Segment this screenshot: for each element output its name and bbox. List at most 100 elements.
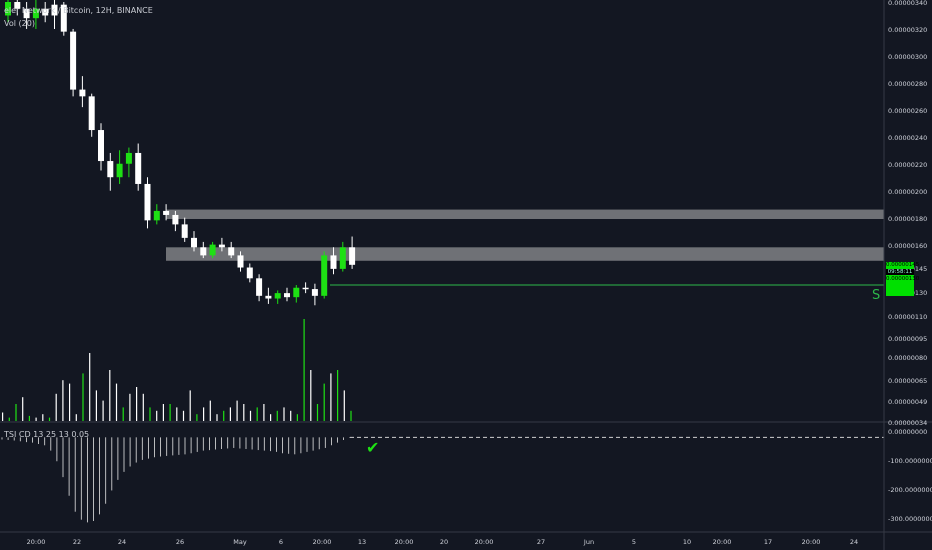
volume-bar bbox=[162, 404, 164, 421]
time-tick-label: 20:00 bbox=[713, 538, 732, 546]
candle-body bbox=[200, 247, 207, 256]
volume-tick-label: 0.00000080 bbox=[888, 354, 927, 362]
price-tick-label: 0.00000160 bbox=[888, 242, 927, 250]
time-tick-label: 26 bbox=[176, 538, 184, 546]
price-tick-label: 0.00000340 bbox=[888, 0, 927, 7]
volume-bar bbox=[263, 404, 265, 421]
price-tick-label: 0.00000260 bbox=[888, 107, 927, 115]
time-tick-label: 13 bbox=[358, 538, 366, 546]
candle-body bbox=[349, 247, 356, 265]
volume-bar bbox=[290, 410, 292, 421]
candle-body bbox=[79, 89, 86, 97]
volume-bar bbox=[196, 414, 198, 421]
last-price-value: 0.00000145 bbox=[886, 262, 920, 268]
volume-bar bbox=[169, 404, 171, 421]
time-tick-label: 20:00 bbox=[475, 538, 494, 546]
volume-bar bbox=[256, 407, 258, 421]
volume-bar bbox=[330, 373, 332, 421]
time-tick-label: 6 bbox=[279, 538, 283, 546]
candle-body bbox=[144, 183, 151, 221]
candle-body bbox=[228, 247, 235, 256]
volume-bars bbox=[2, 319, 352, 421]
volume-bar bbox=[216, 414, 218, 421]
volume-bar bbox=[149, 407, 151, 421]
volume-bar bbox=[283, 407, 285, 421]
candle-body bbox=[284, 293, 290, 298]
volume-bar bbox=[22, 397, 24, 421]
volume-axis: 0.00000095 0.00000080 0.00000065 0.00000049… bbox=[888, 335, 927, 427]
countdown-timer: 09:58:11 bbox=[886, 269, 914, 276]
volume-bar bbox=[69, 383, 71, 421]
time-tick-label: 24 bbox=[850, 538, 858, 546]
volume-bar bbox=[35, 417, 37, 421]
candle-body bbox=[135, 152, 142, 184]
volume-bar bbox=[350, 410, 352, 421]
candle-body bbox=[246, 267, 253, 279]
oscillator-axis: 0.00000000 -100.00000000 -200.00000000 -300… bbox=[888, 428, 932, 523]
oscillator-bars bbox=[1, 436, 884, 523]
oscillator-tick-label: -200.00000000 bbox=[888, 486, 932, 494]
candle-body bbox=[321, 255, 328, 296]
candle-body bbox=[98, 130, 104, 162]
volume-legend: Vol (20) bbox=[4, 19, 35, 28]
volume-bar bbox=[28, 415, 30, 421]
candle-body bbox=[191, 237, 197, 248]
volume-bar bbox=[189, 390, 191, 421]
price-tick-label: 0.00000180 bbox=[888, 215, 927, 223]
time-tick-label: 20:00 bbox=[395, 538, 414, 546]
time-tick-label: 5 bbox=[632, 538, 636, 546]
volume-bar bbox=[296, 414, 298, 421]
candle-body bbox=[51, 4, 58, 16]
volume-bar bbox=[223, 410, 225, 421]
volume-tick-label: 0.00000049 bbox=[888, 398, 927, 406]
price-tick-label: 0.00000320 bbox=[888, 26, 927, 34]
candle-body bbox=[70, 31, 77, 90]
volume-bar bbox=[176, 407, 178, 421]
candles bbox=[5, 0, 356, 306]
candle-body bbox=[218, 244, 225, 248]
time-tick-label: 20:00 bbox=[27, 538, 46, 546]
volume-bar bbox=[209, 400, 211, 421]
volume-bar bbox=[129, 393, 131, 421]
volume-bar bbox=[15, 404, 17, 421]
volume-bar bbox=[310, 370, 312, 421]
volume-bar bbox=[89, 353, 91, 421]
volume-bar bbox=[48, 417, 51, 421]
volume-bar bbox=[236, 400, 238, 421]
time-tick-label: 24 bbox=[118, 538, 126, 546]
volume-tick-label: 0.00000095 bbox=[888, 335, 927, 343]
time-tick-label: 20:00 bbox=[313, 538, 332, 546]
support-level-value: 0.00000130 bbox=[886, 276, 920, 283]
price-tick-label: 0.00000200 bbox=[888, 188, 927, 196]
volume-bar bbox=[323, 383, 325, 421]
price-tick-label: 0.00000280 bbox=[888, 80, 927, 88]
time-axis: 20:00 22 24 26 May 6 20:00 13 20:00 20 20:00 27 Jun 5… bbox=[27, 538, 859, 546]
candle-body bbox=[311, 289, 318, 296]
time-tick-label: Jun bbox=[583, 538, 594, 546]
volume-bar bbox=[182, 410, 185, 421]
volume-bar bbox=[55, 393, 57, 421]
volume-tick-label: 0.00000065 bbox=[888, 377, 927, 385]
volume-bar bbox=[62, 380, 64, 421]
resistance-zone-0 bbox=[166, 209, 884, 219]
volume-bar bbox=[276, 410, 278, 421]
chart-title: eler Network / Bitcoin, 12H, BINANCE bbox=[4, 6, 153, 15]
volume-bar bbox=[249, 410, 252, 421]
price-tick-label: 0.00000220 bbox=[888, 161, 927, 169]
candle-body bbox=[125, 152, 132, 164]
oscillator-legend: TSI CD 13 25 13 0.05 bbox=[4, 430, 90, 439]
volume-bar bbox=[270, 414, 272, 421]
time-tick-label: 27 bbox=[537, 538, 545, 546]
candle-body bbox=[302, 287, 309, 290]
candle-body bbox=[14, 2, 21, 9]
volume-bar bbox=[75, 414, 77, 421]
volume-tick-label: 0.00000034 bbox=[888, 419, 927, 427]
candle-body bbox=[274, 293, 281, 299]
price-tick-label: 0.00000300 bbox=[888, 53, 927, 61]
volume-bar bbox=[229, 407, 231, 421]
candle-body bbox=[88, 96, 95, 131]
volume-bar bbox=[203, 407, 205, 421]
volume-bar bbox=[109, 370, 111, 421]
candle-body bbox=[330, 255, 337, 269]
